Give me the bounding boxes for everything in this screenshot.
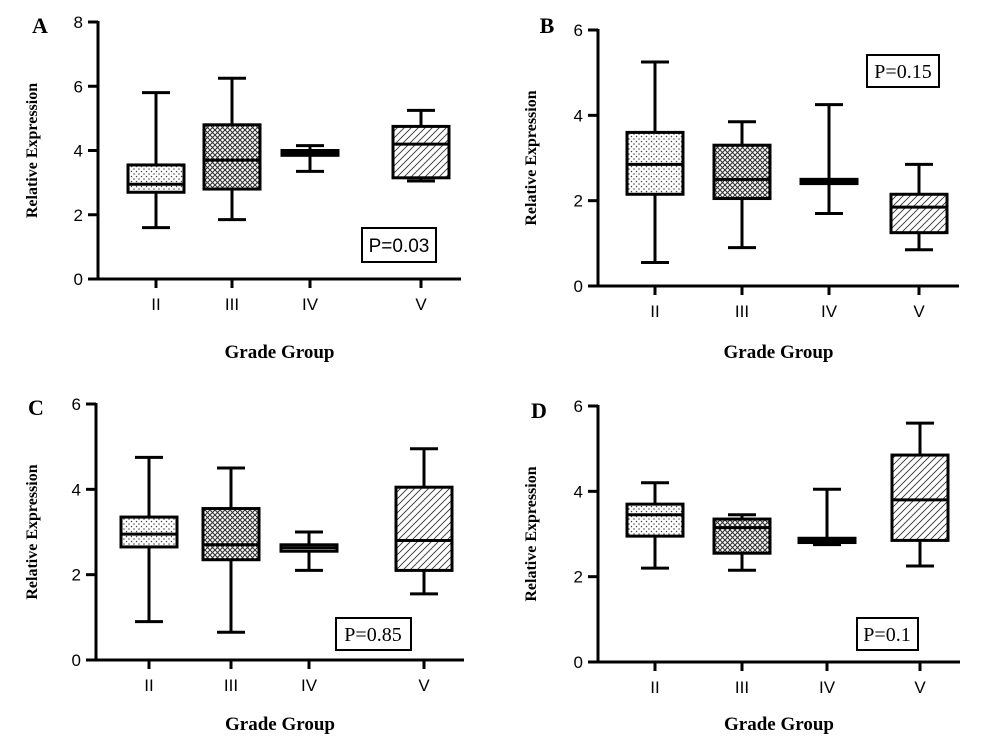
box-iv <box>797 487 857 547</box>
box-ii <box>126 91 186 230</box>
y-tick-label: 0 <box>574 653 583 672</box>
y-tick-label: 2 <box>74 206 83 225</box>
box-iv <box>799 103 859 215</box>
iqr-box <box>391 124 451 180</box>
box-iii <box>201 466 261 634</box>
box-iii <box>202 76 262 222</box>
p-value-box <box>335 617 412 651</box>
iqr-box <box>202 123 262 191</box>
box-v <box>394 447 454 596</box>
panel-label: D <box>531 398 547 423</box>
x-axis-label: Grade Group <box>225 342 335 363</box>
x-tick-label: IV <box>821 302 838 321</box>
x-tick-label: III <box>735 302 749 321</box>
y-tick-label: 4 <box>74 142 83 161</box>
panel-label: B <box>540 13 555 38</box>
box-ii <box>625 481 685 570</box>
x-axis-label: Grade Group <box>724 714 834 735</box>
x-tick-label: V <box>914 678 926 697</box>
y-tick-label: 6 <box>574 397 583 416</box>
box-iv <box>280 144 340 173</box>
panel-label: A <box>32 13 48 38</box>
x-axis-label: Grade Group <box>225 714 335 735</box>
p-value-box <box>866 54 940 88</box>
x-tick-label: II <box>144 676 153 695</box>
p-value-label: P=0.85 <box>344 624 401 646</box>
y-tick-label: 0 <box>72 651 81 670</box>
x-tick-label: III <box>224 676 238 695</box>
iqr-box <box>889 192 949 235</box>
iqr-box <box>201 507 261 562</box>
x-tick-label: V <box>418 676 430 695</box>
y-axis-label: Relative Expression <box>523 466 540 601</box>
x-tick-label: III <box>225 295 239 314</box>
panel-label: C <box>28 395 44 420</box>
x-tick-label: III <box>735 678 749 697</box>
x-tick-label: V <box>913 302 925 321</box>
y-tick-label: 0 <box>574 277 583 296</box>
iqr-box <box>119 515 179 549</box>
y-axis-label: Relative Expression <box>24 464 41 599</box>
box-v <box>889 162 949 252</box>
p-value-box <box>856 617 919 651</box>
y-tick-label: 4 <box>72 480 81 499</box>
box-iii <box>712 513 772 572</box>
y-tick-label: 2 <box>574 568 583 587</box>
iqr-box <box>625 502 685 538</box>
iqr-box <box>890 453 950 542</box>
x-tick-label: IV <box>301 676 318 695</box>
iqr-box <box>712 143 772 201</box>
x-tick-label: V <box>415 295 427 314</box>
p-value-label: P=0.03 <box>369 236 430 257</box>
y-tick-label: 2 <box>574 192 583 211</box>
iqr-box <box>394 485 454 572</box>
x-tick-label: II <box>650 678 659 697</box>
y-tick-label: 6 <box>574 21 583 40</box>
p-value-label: P=0.15 <box>874 61 931 83</box>
x-tick-label: IV <box>302 295 319 314</box>
y-axis-label: Relative Expression <box>523 90 540 225</box>
x-tick-label: II <box>650 302 659 321</box>
x-axis-label: Grade Group <box>724 342 834 363</box>
y-tick-label: 8 <box>74 13 83 32</box>
box-iv <box>279 530 339 572</box>
y-tick-label: 6 <box>72 395 81 414</box>
x-tick-label: II <box>151 295 160 314</box>
box-v <box>391 108 451 183</box>
p-value-box <box>361 227 437 263</box>
y-tick-label: 4 <box>574 106 583 125</box>
box-ii <box>119 455 179 624</box>
y-tick-label: 0 <box>74 270 83 289</box>
p-value-label: P=0.1 <box>863 624 910 646</box>
box-ii <box>625 60 685 265</box>
box-iii <box>712 120 772 250</box>
iqr-box <box>126 163 186 194</box>
iqr-box <box>712 517 772 555</box>
y-tick-label: 4 <box>574 482 583 501</box>
y-axis-label: Relative Expression <box>24 83 41 218</box>
y-tick-label: 2 <box>72 566 81 585</box>
x-tick-label: IV <box>819 678 836 697</box>
box-v <box>890 421 950 568</box>
y-tick-label: 6 <box>74 77 83 96</box>
